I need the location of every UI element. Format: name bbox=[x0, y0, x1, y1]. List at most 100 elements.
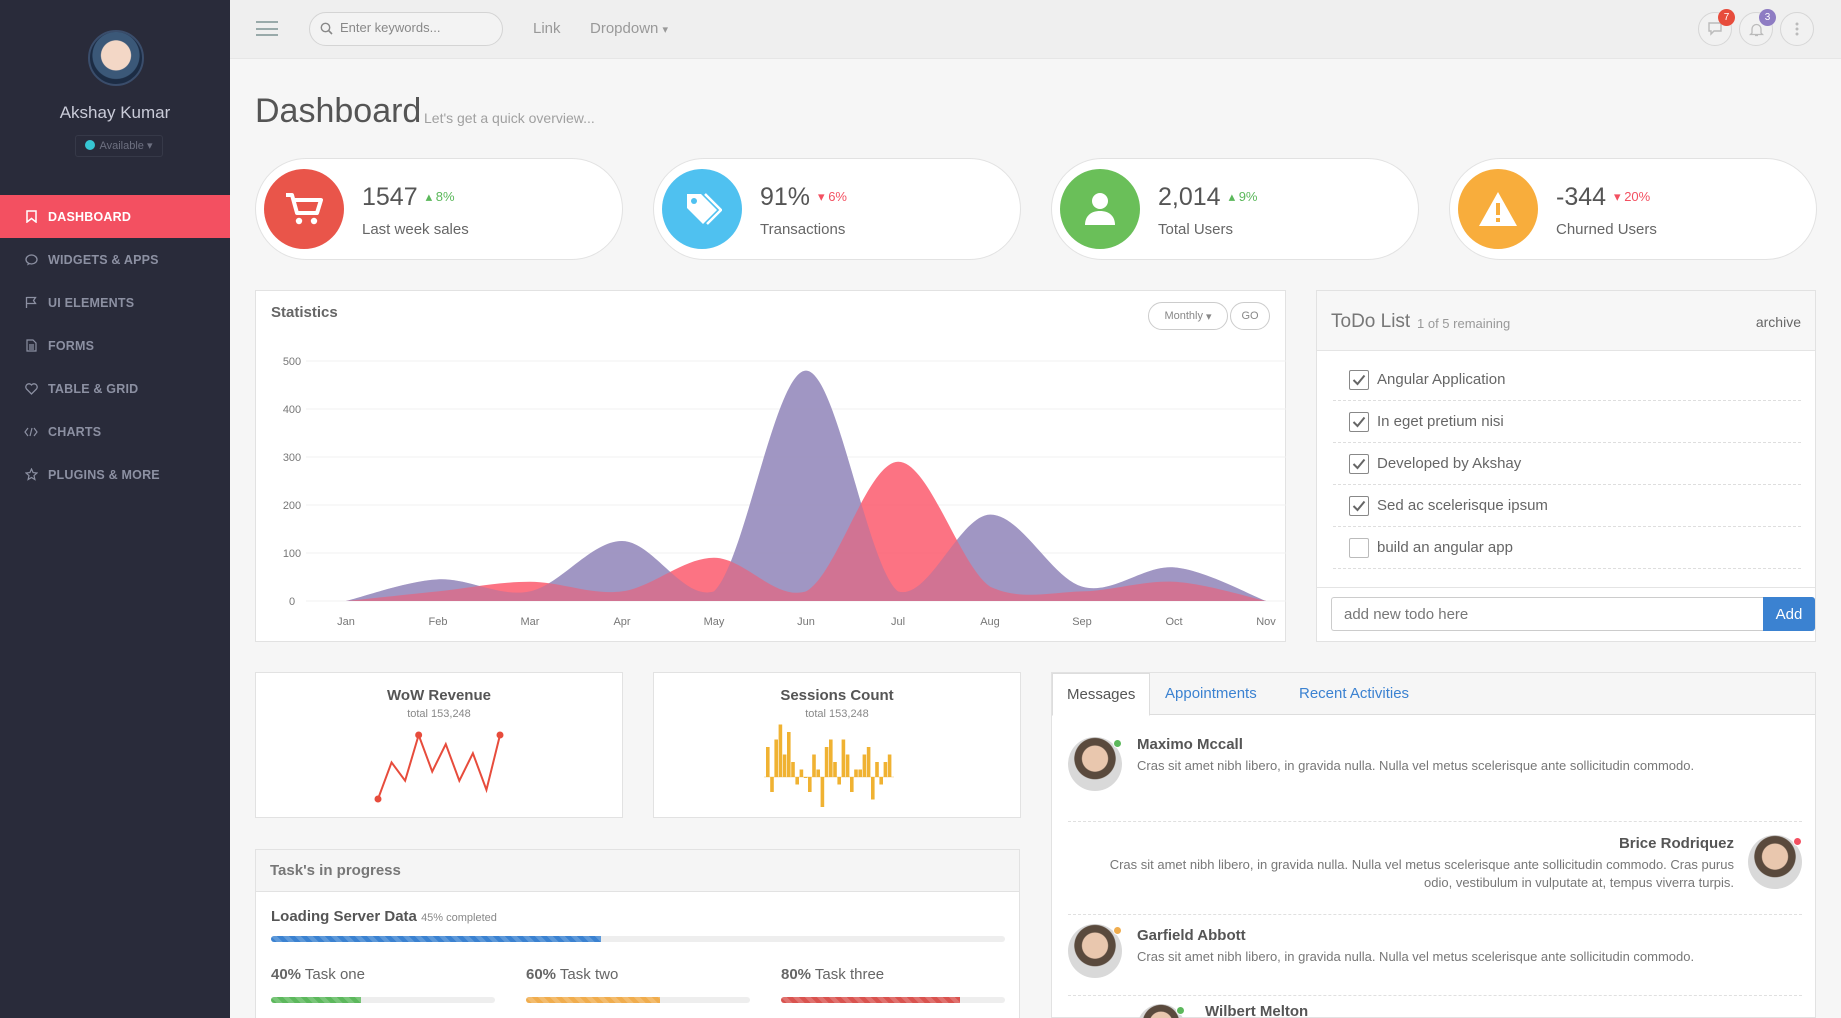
nav-item-plugins[interactable]: PLUGINS & MORE bbox=[0, 453, 230, 496]
period-label: Monthly bbox=[1164, 310, 1203, 322]
message-item[interactable]: Brice Rodriquez Cras sit amet nibh liber… bbox=[1068, 823, 1802, 915]
session-bar bbox=[778, 724, 783, 777]
stat-value: 2,014 bbox=[1158, 183, 1221, 211]
nav-item-charts[interactable]: CHARTS bbox=[0, 410, 230, 453]
user-avatar[interactable] bbox=[88, 30, 144, 86]
task-percent: 60% bbox=[526, 966, 557, 983]
task-label: 40% Task one bbox=[271, 966, 365, 983]
stat-change: ▾ 20% bbox=[1614, 189, 1651, 204]
progress-fill bbox=[781, 997, 961, 1003]
session-bar bbox=[845, 754, 850, 777]
message-sender: Brice Rodriquez bbox=[1618, 835, 1734, 852]
stat-change-value: 6% bbox=[828, 189, 847, 204]
status-dot-icon bbox=[85, 140, 96, 150]
task-progress bbox=[781, 997, 1005, 1003]
top-dropdown[interactable]: Dropdown ▾ bbox=[590, 20, 668, 37]
stat-card-churned: -344 ▾ 20% Churned Users bbox=[1449, 158, 1817, 260]
star-icon bbox=[24, 468, 38, 481]
revenue-sparkline bbox=[374, 731, 504, 803]
session-bar bbox=[799, 769, 804, 777]
stat-change: ▴ 9% bbox=[1228, 189, 1258, 204]
todo-footer-divider bbox=[1317, 587, 1815, 588]
dropdown-label: Dropdown bbox=[590, 20, 659, 37]
top-link[interactable]: Link bbox=[533, 20, 561, 37]
avatar bbox=[1748, 835, 1802, 889]
avatar bbox=[1068, 737, 1122, 791]
nav-item-dashboard[interactable]: DASHBOARD bbox=[0, 195, 230, 238]
code-icon bbox=[24, 427, 38, 437]
revenue-panel: WoW Revenue total 153,248 bbox=[255, 672, 623, 818]
todo-item[interactable]: Angular Application bbox=[1333, 359, 1801, 401]
message-item[interactable]: Maximo Mccall Cras sit amet nibh libero,… bbox=[1068, 729, 1802, 822]
nav-label: DASHBOARD bbox=[48, 209, 132, 224]
main-nav: DASHBOARD WIDGETS & APPS UI ELEMENTS FOR… bbox=[0, 195, 230, 496]
progress-fill bbox=[271, 936, 602, 942]
tab-messages[interactable]: Messages bbox=[1052, 673, 1151, 716]
nav-label: FORMS bbox=[48, 338, 95, 353]
messages-button[interactable]: 7 bbox=[1698, 9, 1735, 46]
todo-item[interactable]: In eget pretium nisi bbox=[1333, 401, 1801, 443]
session-bar bbox=[812, 754, 816, 777]
stat-label: Last week sales bbox=[362, 221, 469, 238]
nav-item-widgets[interactable]: WIDGETS & APPS bbox=[0, 238, 230, 281]
series-area-2 bbox=[346, 461, 1266, 601]
message-item[interactable]: Garfield Abbott Cras sit amet nibh liber… bbox=[1068, 916, 1802, 996]
tab-recent-activities[interactable]: Recent Activities bbox=[1299, 685, 1410, 702]
x-tick-label: Nov bbox=[1256, 616, 1276, 628]
page-title: Dashboard bbox=[255, 92, 422, 130]
revenue-point bbox=[415, 731, 423, 739]
todo-item[interactable]: build an angular app bbox=[1333, 527, 1801, 569]
cart-icon bbox=[264, 169, 344, 249]
nav-item-table-grid[interactable]: TABLE & GRID bbox=[0, 367, 230, 410]
go-button[interactable]: GO bbox=[1230, 302, 1270, 330]
todo-text: Sed ac scelerisque ipsum bbox=[1377, 497, 1548, 514]
main-task-name: Loading Server Data bbox=[271, 908, 417, 925]
add-todo-button[interactable]: Add bbox=[1763, 597, 1815, 631]
chat-icon bbox=[24, 253, 38, 266]
checkbox-empty-icon[interactable] bbox=[1349, 537, 1369, 558]
todo-item[interactable]: Sed ac scelerisque ipsum bbox=[1333, 485, 1801, 527]
stat-label: Transactions bbox=[760, 221, 846, 238]
tab-appointments[interactable]: Appointments bbox=[1165, 685, 1257, 702]
period-dropdown[interactable]: Monthly ▾ bbox=[1148, 302, 1228, 330]
todo-item[interactable]: Developed by Akshay bbox=[1333, 443, 1801, 485]
progress-fill bbox=[271, 997, 361, 1003]
avatar bbox=[1137, 1004, 1185, 1018]
session-bar bbox=[782, 754, 787, 777]
statistics-chart: 0 100 200 300 400 500 Jan Feb Mar Apr May Jun Jul Aug… bbox=[283, 356, 1286, 628]
y-tick-label: 200 bbox=[283, 500, 301, 512]
task-progress bbox=[271, 997, 495, 1003]
status-dropdown[interactable]: Available ▾ bbox=[75, 135, 163, 157]
main-task-line: Loading Server Data 45% completed bbox=[271, 908, 497, 925]
task-percent: 80% bbox=[781, 966, 812, 983]
x-tick-label: Jan bbox=[337, 616, 355, 628]
stat-card-transactions: 91% ▾ 6% Transactions bbox=[653, 158, 1021, 260]
message-sender: Wilbert Melton bbox=[1205, 1003, 1309, 1018]
checkbox-checked-icon[interactable] bbox=[1349, 369, 1369, 390]
nav-item-ui-elements[interactable]: UI ELEMENTS bbox=[0, 281, 230, 324]
stat-change-value: 20% bbox=[1624, 189, 1651, 204]
checkbox-checked-icon[interactable] bbox=[1349, 453, 1369, 474]
nav-item-forms[interactable]: FORMS bbox=[0, 324, 230, 367]
more-options-button[interactable] bbox=[1780, 12, 1814, 46]
hamburger-menu-icon[interactable] bbox=[256, 21, 278, 36]
series-area-1-overlay bbox=[346, 370, 1266, 601]
todo-text: build an angular app bbox=[1377, 539, 1513, 556]
bell-icon bbox=[1748, 23, 1764, 36]
new-todo-input[interactable] bbox=[1331, 597, 1763, 631]
checkbox-checked-icon[interactable] bbox=[1349, 411, 1369, 432]
message-item[interactable]: Wilbert Melton bbox=[1068, 998, 1802, 1018]
stat-change: ▾ 6% bbox=[818, 189, 847, 204]
checkbox-checked-icon[interactable] bbox=[1349, 495, 1369, 516]
task-label: 80% Task three bbox=[781, 966, 884, 983]
session-bar bbox=[766, 747, 770, 777]
task-name: Task three bbox=[811, 966, 885, 983]
archive-link[interactable]: archive bbox=[1755, 314, 1801, 330]
session-bar bbox=[824, 747, 829, 777]
message-text: Cras sit amet nibh libero, in gravida nu… bbox=[1137, 758, 1695, 773]
search-input[interactable] bbox=[340, 20, 490, 35]
caret-down-icon: ▾ bbox=[146, 140, 153, 152]
revenue-title: WoW Revenue bbox=[387, 687, 491, 704]
flag-icon bbox=[24, 296, 38, 309]
notifications-button[interactable]: 3 bbox=[1739, 9, 1776, 46]
